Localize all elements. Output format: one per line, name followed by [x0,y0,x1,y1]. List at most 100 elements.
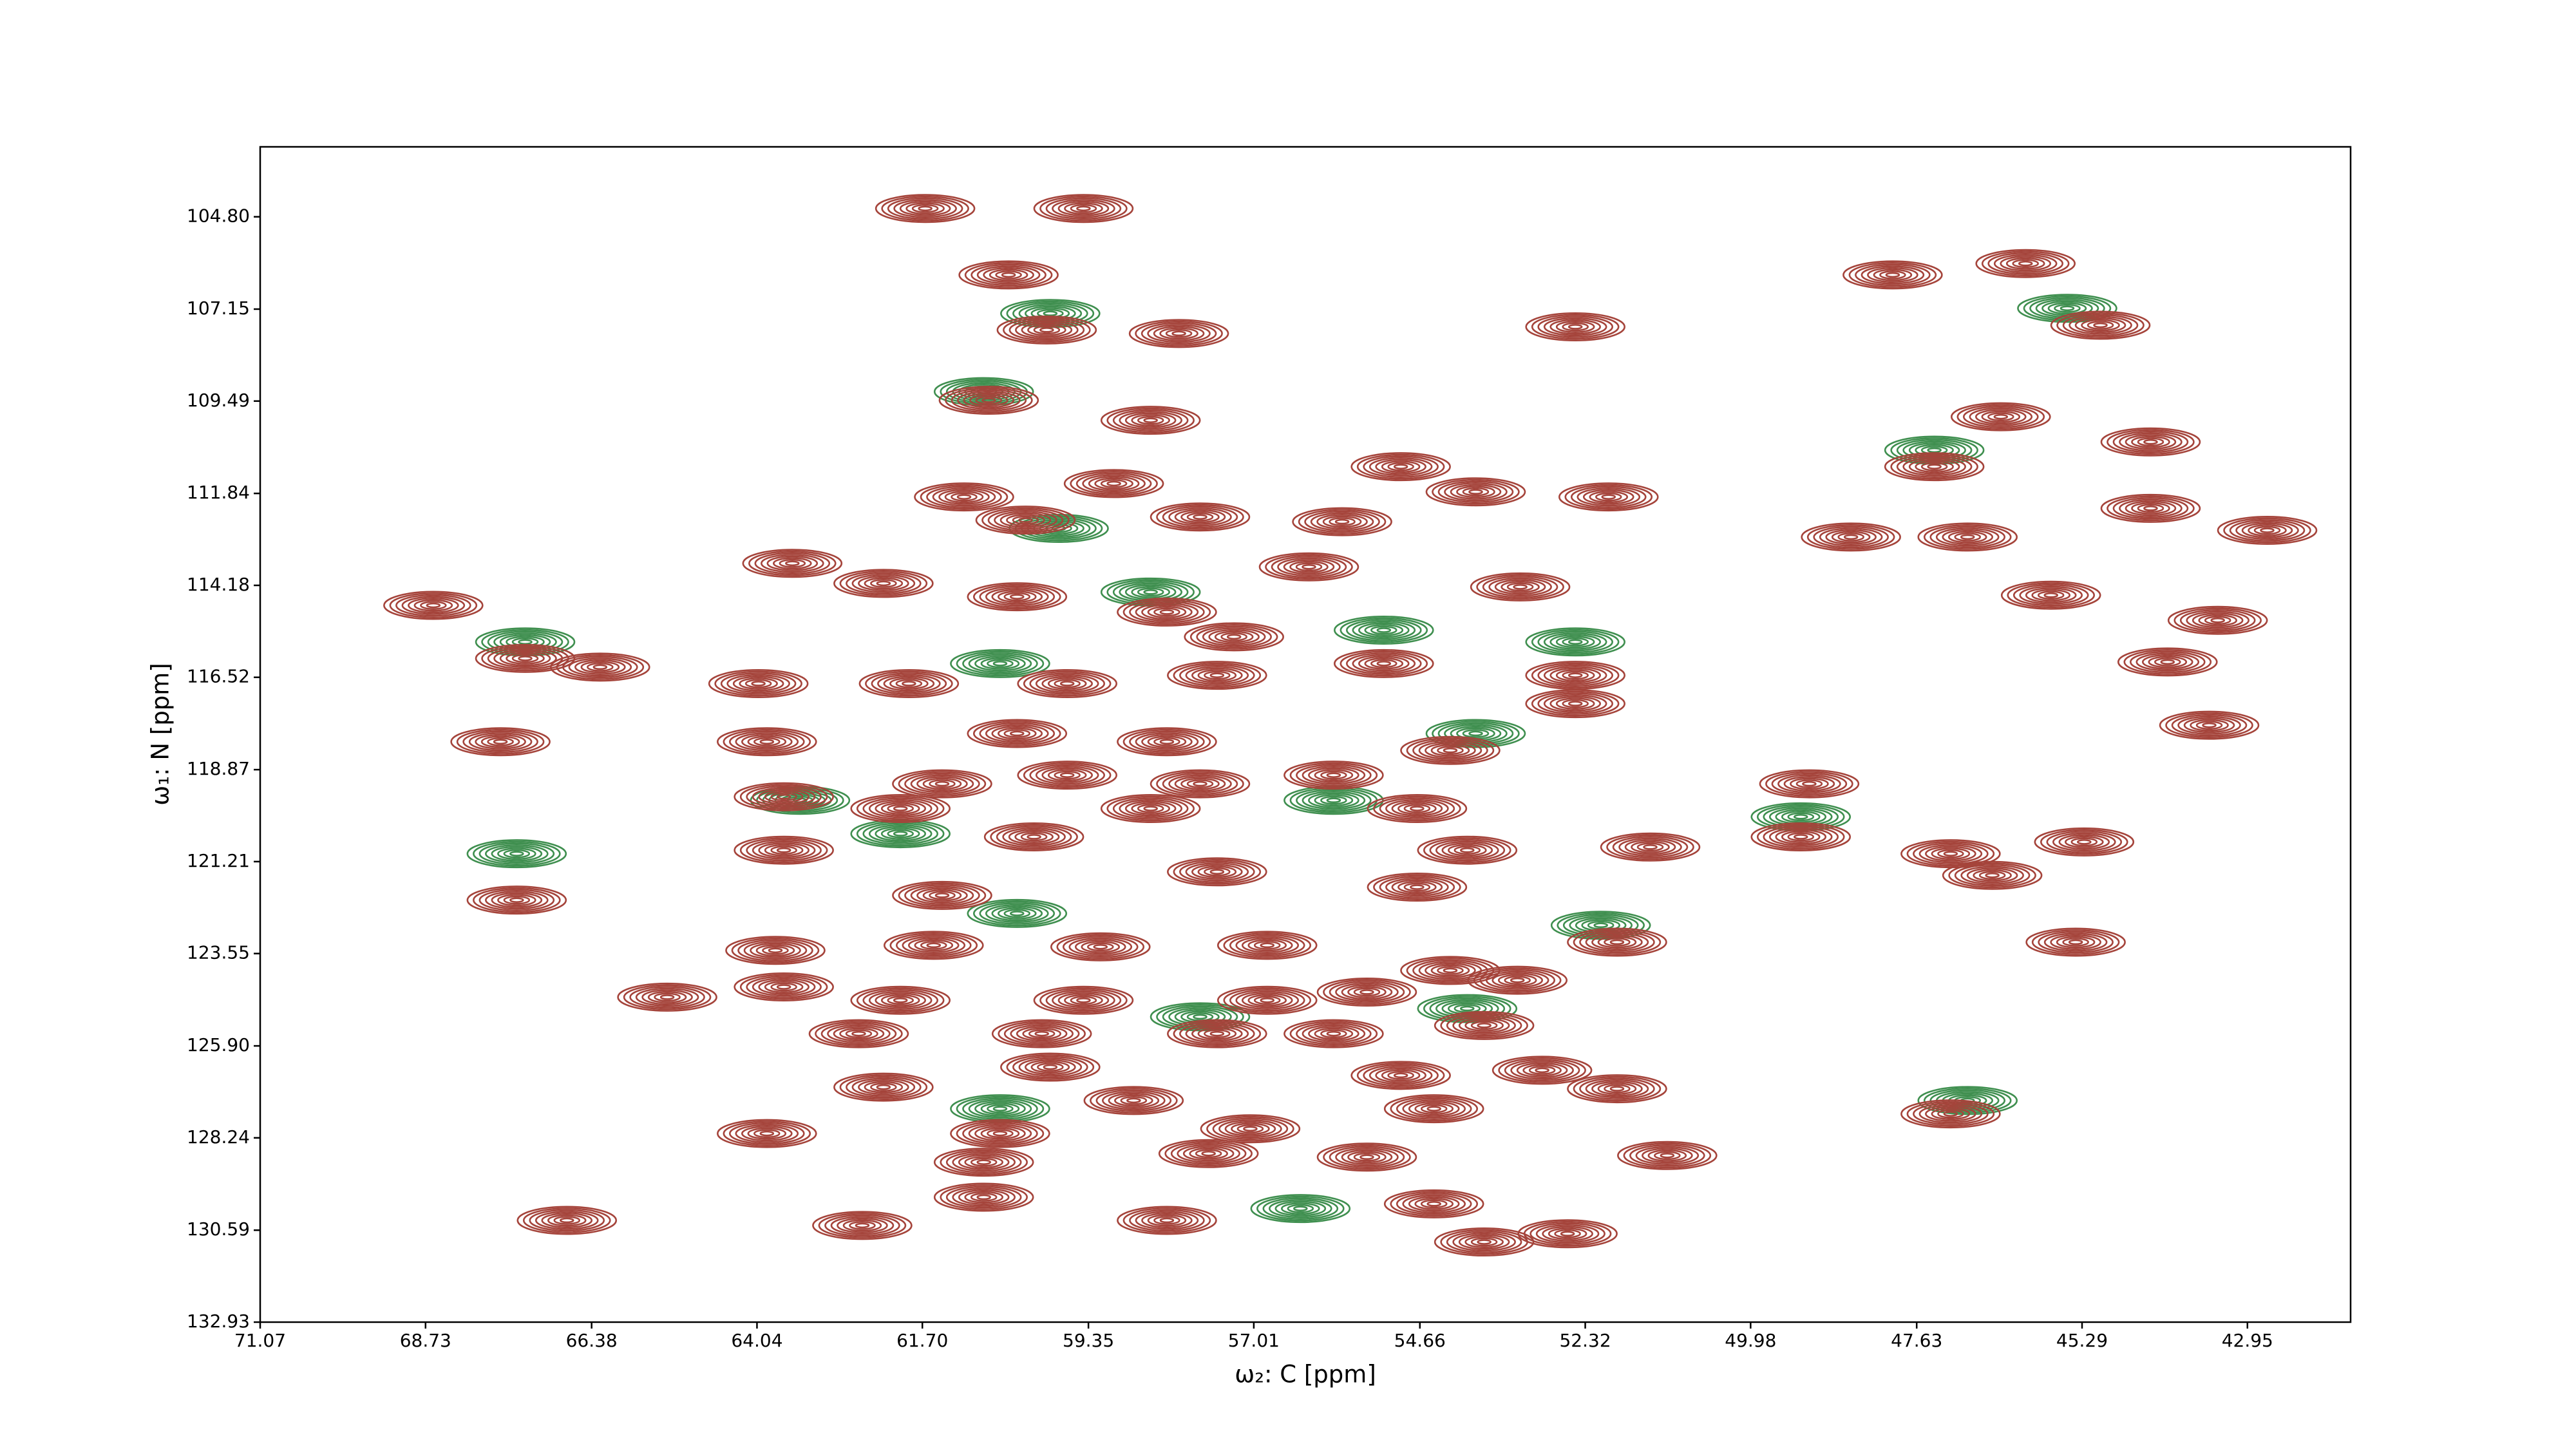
contour-level [1243,1126,1258,1132]
contour-level [1059,681,1075,687]
contour-level [1902,457,1966,477]
contour-level [1081,940,1121,953]
contour-level [1131,585,1170,598]
peak [892,880,992,910]
contour-level [2154,658,2181,667]
peak [1200,1114,1301,1144]
contour-level [1329,1146,1405,1169]
contour-level [1076,997,1091,1003]
contour-level [1159,609,1175,615]
contour-level [723,1121,811,1147]
contour-level [1356,1062,1445,1088]
peak [1951,402,2051,431]
contour-level [1410,884,1425,890]
contour-level [629,986,705,1009]
contour-level [1003,1022,1080,1045]
contour-level [1247,939,1287,952]
contour-level [1129,1209,1205,1232]
peak [1184,622,1284,652]
contour-level [1153,1216,1180,1225]
peak [1600,832,1701,862]
contour-level [1468,489,1483,495]
peak [1525,689,1625,719]
contour-level [1623,1142,1712,1169]
contour-level [1047,677,1087,690]
peak [892,769,992,799]
contour-level [972,900,1061,927]
contour-level [720,672,797,695]
peak [725,936,826,965]
peak [1000,1052,1101,1082]
contour-level [893,806,908,811]
contour-level [1597,936,1637,949]
contour-level [1795,779,1823,788]
peak [2025,927,2126,957]
contour-level [1985,872,2000,878]
contour-level [1396,1097,1472,1120]
contour-level [1206,1115,1294,1142]
contour-level [1323,979,1411,1005]
peak [1316,977,1417,1007]
contour-level [1137,415,1164,425]
contour-level [1510,977,1525,983]
contour-level [1212,1117,1289,1141]
contour-level [654,992,681,1002]
contour-level [1585,933,1649,952]
contour-level [2034,827,2135,857]
contour-level [518,656,533,661]
contour-level [1247,994,1287,1007]
contour-level [898,771,987,797]
contour-level [1262,1197,1339,1220]
contour-level [976,1194,991,1200]
contour-level [2183,717,2235,734]
contour-level [880,802,920,815]
contour-level [1016,1026,1068,1042]
contour-level [1543,694,1607,714]
contour-level [2043,933,2108,952]
peak [708,668,809,698]
contour-level [1195,1149,1222,1159]
contour-level [1296,1022,1372,1045]
contour-level [1012,515,1039,525]
contour-level [1184,622,1284,652]
contour-level [926,942,942,949]
contour-level [1387,462,1414,471]
contour-level [383,591,484,620]
contour-level [929,779,956,788]
contour-level [2160,659,2175,665]
peak [991,1019,1092,1048]
contour-level [785,560,800,567]
contour-level [2131,502,2170,515]
contour-level [1960,534,1975,540]
contour-level [1591,934,1643,951]
contour-level [1636,842,1664,852]
contour-level [1793,834,1808,840]
contour-level [868,990,933,1010]
contour-level [1373,795,1461,822]
contour-level [717,1119,817,1148]
contour-level [1975,409,2027,425]
contour-level [1003,909,1031,918]
contour-level [830,1216,895,1235]
contour-level [1435,840,1499,860]
contour-level [2046,831,2123,853]
contour-level [1217,931,1318,960]
contour-level [1112,409,1189,431]
contour-level [1122,599,1211,625]
contour-level [1045,197,1122,220]
peak [450,727,551,757]
contour-level [587,662,614,672]
contour-level [1131,802,1170,815]
contour-level [1441,842,1493,858]
contour-level [1191,864,1243,880]
contour-level [1269,1198,1332,1218]
contour-level [1543,317,1607,337]
contour-level [1454,846,1481,855]
contour-level [2204,616,2231,625]
contour-level [922,889,962,902]
contour-level [1021,322,1073,338]
contour-level [1918,1104,1983,1124]
contour-level [729,730,805,753]
contour-level [1485,971,1549,990]
contour-level [868,824,933,844]
